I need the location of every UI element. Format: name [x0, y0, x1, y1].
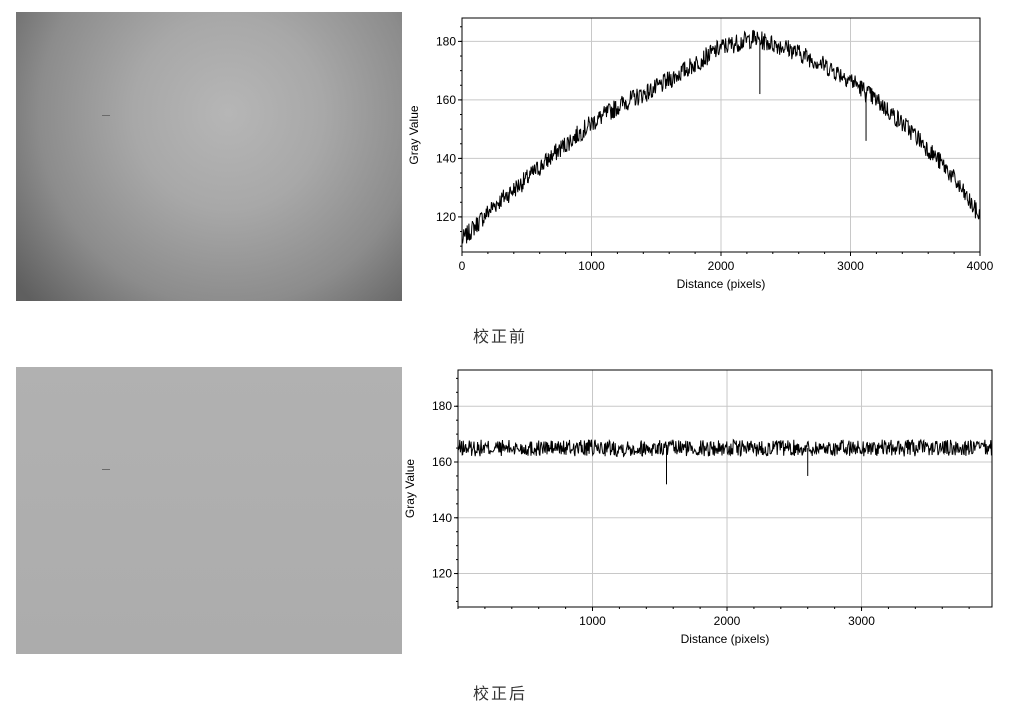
x-tick-label: 2000 — [714, 614, 741, 628]
x-axis-title: Distance (pixels) — [677, 277, 766, 291]
series-line — [461, 29, 981, 244]
x-tick-label: 3000 — [848, 614, 875, 628]
profile-chart-before: 120 140 160 180 0 1000 2000 3000 4000 Distance (p… — [407, 17, 994, 291]
plot-frame — [457, 369, 993, 608]
x-tick-label: 3000 — [837, 259, 864, 273]
y-tick-label: 180 — [436, 34, 456, 48]
caption-after: 校正后 — [473, 684, 528, 703]
y-tick-label: 160 — [432, 455, 452, 469]
corrected-flat-field-image — [16, 367, 402, 654]
x-tick-label: 2000 — [708, 259, 735, 273]
y-tick-label: 140 — [432, 511, 452, 525]
x-tick-label: 1000 — [578, 259, 605, 273]
x-tick-label: 0 — [459, 259, 466, 273]
x-tick-label: 4000 — [967, 259, 994, 273]
y-tick-label: 160 — [436, 93, 456, 107]
x-tick-label: 1000 — [579, 614, 606, 628]
y-tick-label: 120 — [432, 567, 452, 581]
y-tick-label: 140 — [436, 151, 456, 165]
image-artifact — [102, 115, 110, 116]
caption-before: 校正前 — [473, 327, 528, 346]
y-axis-title: Gray Value — [407, 105, 421, 164]
y-axis-title: Gray Value — [403, 459, 417, 518]
x-axis-title: Distance (pixels) — [681, 632, 770, 646]
y-tick-label: 180 — [432, 399, 452, 413]
uncorrected-flat-field-image — [16, 12, 402, 301]
profile-chart-after: 120 140 160 180 1000 2000 3000 Distance (pixels… — [403, 369, 993, 646]
y-tick-label: 120 — [436, 210, 456, 224]
image-artifact — [102, 469, 110, 470]
series-line — [457, 438, 993, 458]
